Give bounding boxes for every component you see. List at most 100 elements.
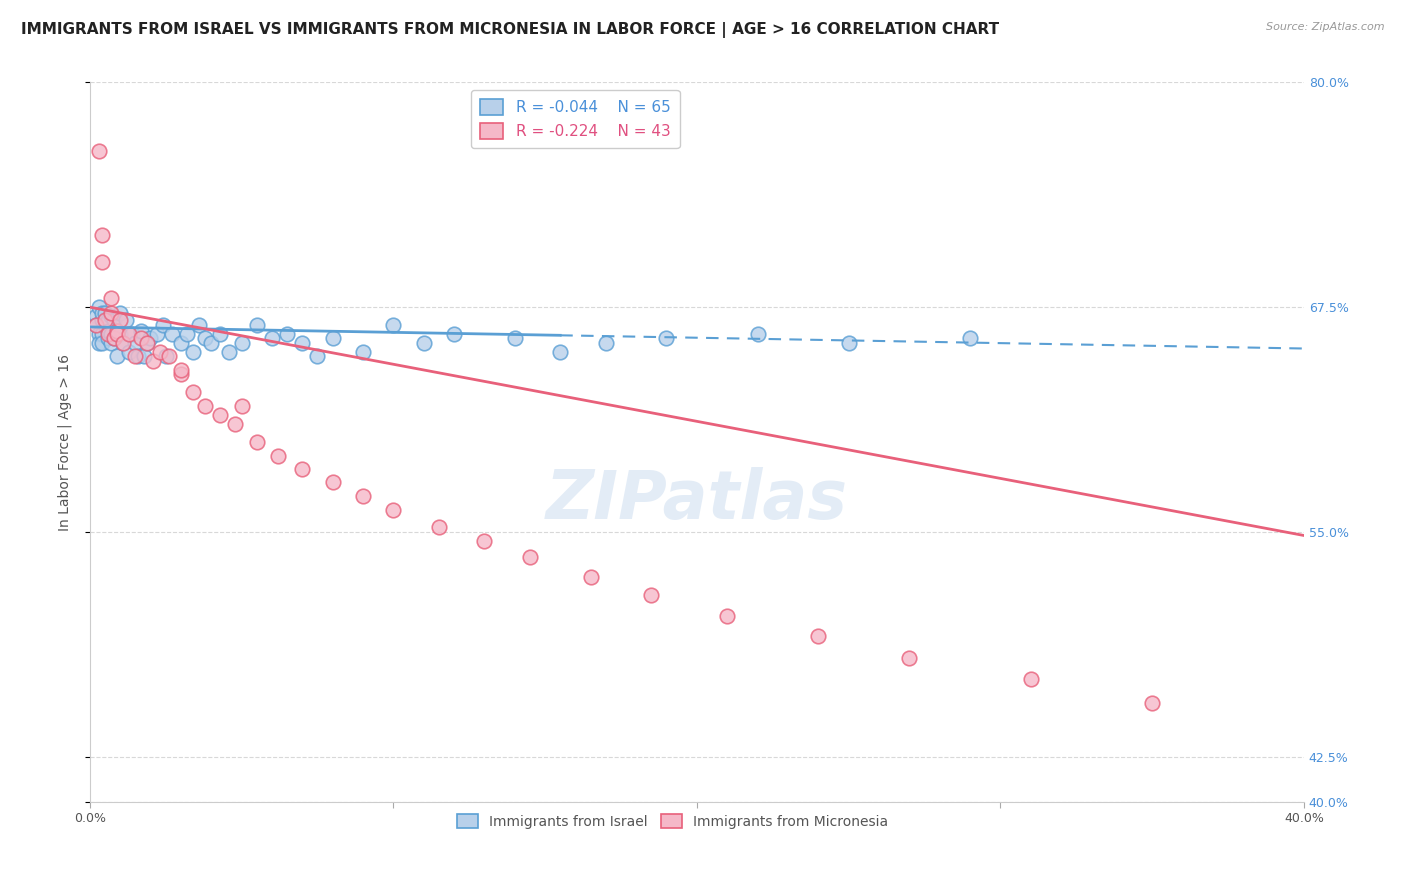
Point (595, 336, 617, 351)
Point (655, 331, 678, 345)
Point (1019, 673, 1042, 687)
Point (224, 417, 246, 431)
Point (100, 309, 122, 323)
Point (97, 324, 120, 338)
Point (352, 345, 374, 359)
Point (145, 327, 167, 342)
Point (209, 327, 232, 342)
Point (170, 367, 193, 381)
Point (115, 312, 138, 326)
Point (231, 336, 253, 351)
Point (136, 336, 159, 351)
Point (157, 349, 180, 363)
Point (170, 363, 193, 377)
Point (194, 331, 217, 345)
Point (87, 144, 110, 158)
Point (579, 570, 602, 584)
Text: Source: ZipAtlas.com: Source: ZipAtlas.com (1267, 22, 1385, 32)
Point (747, 327, 769, 342)
Point (84, 318, 107, 333)
Point (90, 255, 112, 269)
Point (94, 305, 117, 319)
Point (108, 312, 131, 326)
Point (112, 336, 135, 351)
Point (640, 588, 662, 602)
Point (188, 318, 211, 333)
Y-axis label: In Labor Force | Age > 16: In Labor Force | Age > 16 (58, 353, 72, 531)
Point (124, 349, 146, 363)
Point (127, 349, 149, 363)
Point (503, 331, 526, 345)
Point (472, 533, 495, 548)
Point (94, 312, 117, 326)
Point (194, 399, 217, 413)
Point (412, 336, 434, 351)
Point (118, 327, 141, 342)
Point (176, 327, 198, 342)
Point (181, 345, 204, 359)
Point (97, 312, 120, 326)
Point (124, 336, 146, 351)
Point (100, 336, 122, 351)
Point (322, 475, 344, 489)
Point (807, 629, 830, 643)
Point (209, 408, 232, 422)
Point (105, 324, 128, 338)
Point (90, 305, 112, 319)
Point (291, 336, 314, 351)
Point (181, 384, 204, 399)
Point (218, 345, 240, 359)
Point (382, 318, 405, 333)
Point (90, 312, 112, 326)
Point (231, 399, 253, 413)
Point (112, 336, 135, 351)
Point (105, 349, 128, 363)
Point (152, 318, 174, 333)
Point (382, 503, 405, 517)
Point (959, 331, 981, 345)
Point (105, 327, 128, 342)
Point (139, 331, 162, 345)
Point (148, 345, 170, 359)
Point (260, 331, 283, 345)
Point (87, 300, 110, 314)
Point (90, 327, 112, 342)
Point (131, 331, 153, 345)
Point (97, 331, 120, 345)
Point (291, 462, 314, 476)
Point (427, 519, 450, 533)
Point (352, 489, 374, 503)
Point (108, 305, 131, 319)
Point (136, 336, 159, 351)
Point (90, 336, 112, 351)
Point (519, 550, 541, 565)
Point (103, 312, 125, 326)
Point (170, 336, 193, 351)
Point (103, 331, 125, 345)
Point (276, 327, 298, 342)
Point (716, 609, 738, 624)
Point (307, 349, 329, 363)
Point (121, 327, 143, 342)
Point (322, 331, 344, 345)
Point (134, 349, 156, 363)
Text: IMMIGRANTS FROM ISRAEL VS IMMIGRANTS FROM MICRONESIA IN LABOR FORCE | AGE > 16 C: IMMIGRANTS FROM ISRAEL VS IMMIGRANTS FRO… (21, 22, 1000, 38)
Point (94, 318, 117, 333)
Point (100, 305, 122, 319)
Point (838, 336, 860, 351)
Legend: Immigrants from Israel, Immigrants from Micronesia: Immigrants from Israel, Immigrants from … (451, 808, 894, 834)
Point (131, 324, 153, 338)
Point (100, 291, 122, 305)
Point (87, 336, 110, 351)
Point (200, 336, 222, 351)
Point (108, 327, 131, 342)
Point (90, 228, 112, 243)
Point (443, 327, 465, 342)
Point (105, 324, 128, 338)
Point (155, 349, 177, 363)
Point (548, 345, 571, 359)
Point (118, 345, 141, 359)
Point (97, 327, 120, 342)
Point (246, 435, 269, 450)
Point (100, 327, 122, 342)
